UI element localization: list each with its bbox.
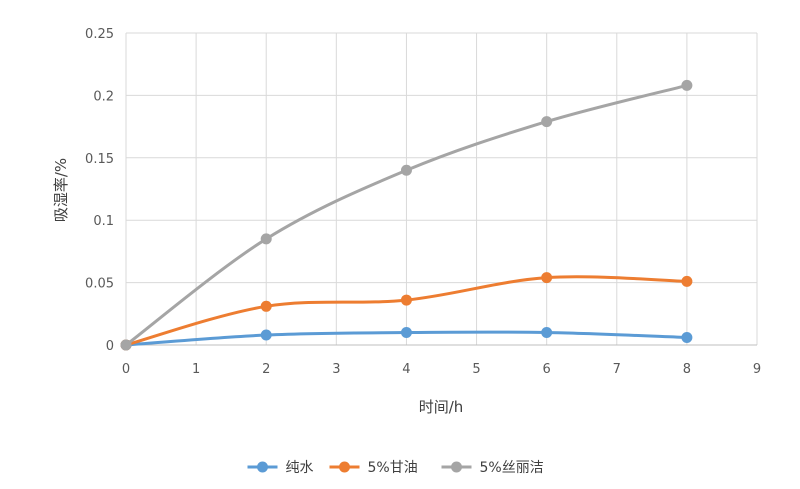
data-point [120,339,132,351]
data-point [681,275,693,287]
y-tick-label: 0.25 [85,27,114,42]
data-point [400,164,412,176]
x-axis-title: 时间/h [419,398,464,416]
y-tick-label: 0 [106,339,114,354]
x-tick-label: 7 [613,362,621,377]
legend-label: 5%丝丽洁 [480,460,544,476]
legend-swatch-marker [339,461,350,473]
x-tick-label: 9 [753,362,761,377]
legend-item: 纯水 [247,460,314,476]
series-3 [120,79,693,351]
y-tick-label: 0.15 [85,152,114,167]
x-tick-label: 6 [543,362,551,377]
data-point [400,327,412,339]
x-tick-label: 8 [683,362,691,377]
legend-item: 5%丝丽洁 [441,460,544,476]
x-tick-label: 0 [122,362,130,377]
y-axis-title: 吸湿率/% [52,158,70,222]
data-point [541,116,553,128]
series-2 [120,272,693,351]
y-tick-label: 0.1 [93,214,114,229]
x-tick-label: 1 [192,362,200,377]
y-tick-label: 0.05 [85,277,114,292]
series-group [120,79,693,351]
x-tick-label: 2 [262,362,270,377]
data-point [541,327,553,339]
y-tick-label: 0.2 [93,89,114,104]
x-tick-label: 5 [472,362,480,377]
data-point [260,300,272,312]
legend-label: 5%甘油 [368,460,418,476]
x-tick-label: 3 [332,362,340,377]
legend-item: 5%甘油 [329,460,418,476]
legend: 纯水 5%甘油 5%丝丽洁 [247,460,544,476]
data-point [681,332,693,344]
data-point [541,272,553,284]
data-point [681,79,693,91]
legend-swatch-marker [257,461,268,473]
data-point [260,233,272,245]
legend-swatch-marker [451,461,462,473]
x-tick-labels: 0 1 2 3 4 5 6 7 8 9 [122,362,761,377]
x-tick-label: 4 [402,362,410,377]
grid [125,32,758,345]
legend-label: 纯水 [286,460,314,476]
data-point [260,329,272,341]
data-point [400,294,412,306]
y-tick-labels: 0 0.05 0.1 0.15 0.2 0.25 [85,27,114,354]
